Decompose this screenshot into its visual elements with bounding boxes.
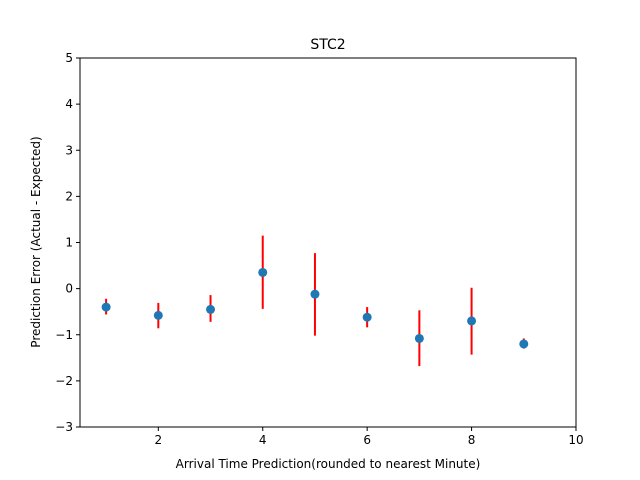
y-tick-label: −3	[55, 420, 73, 434]
axis-ticks: 2 4 6 8 10 −3 −2 −1 0 1 2 3 4 5	[55, 51, 583, 447]
data-marks	[101, 235, 529, 367]
y-tick-label: 4	[65, 97, 73, 111]
x-tick-label: 2	[154, 433, 162, 447]
x-tick-label: 6	[363, 433, 371, 447]
data-point	[414, 333, 424, 343]
x-tick-label: 10	[568, 433, 583, 447]
data-point	[258, 267, 268, 277]
data-point	[519, 339, 529, 349]
x-axis-label: Arrival Time Prediction(rounded to neare…	[176, 457, 481, 471]
x-tick-label: 8	[468, 433, 476, 447]
data-point	[467, 316, 477, 326]
data-point	[310, 289, 320, 299]
data-point	[153, 310, 163, 320]
y-axis-label: Prediction Error (Actual - Expected)	[29, 136, 43, 347]
y-tick-label: −2	[55, 374, 73, 388]
data-point	[206, 304, 216, 314]
data-point	[101, 302, 111, 312]
x-tick-label: 4	[259, 433, 267, 447]
y-tick-label: 1	[65, 236, 73, 250]
y-tick-label: 3	[65, 143, 73, 157]
y-tick-label: 5	[65, 51, 73, 65]
y-tick-label: 0	[65, 282, 73, 296]
chart-title: STC2	[310, 37, 345, 53]
y-tick-label: 2	[65, 189, 73, 203]
data-point	[362, 312, 372, 322]
plot-area-frame	[79, 57, 577, 428]
y-tick-label: −1	[55, 328, 73, 342]
